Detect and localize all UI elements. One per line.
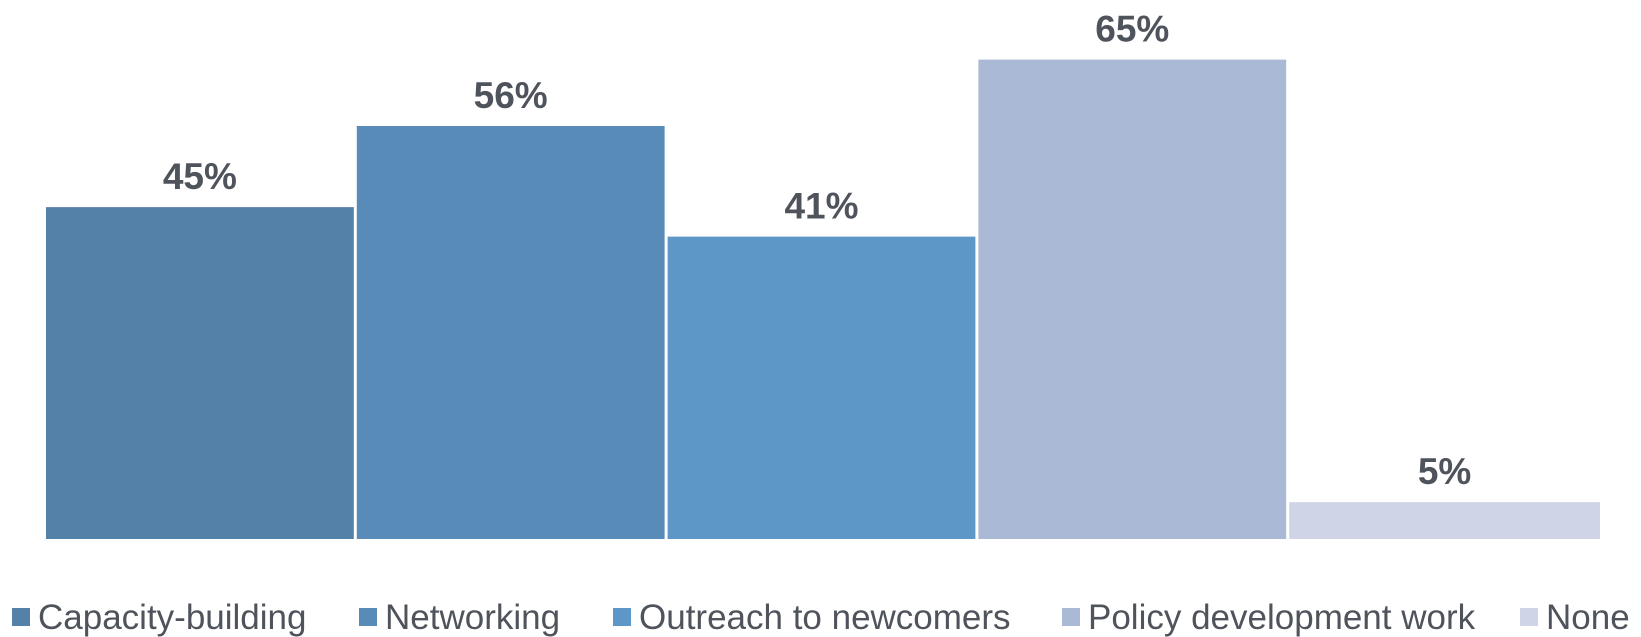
bar-3 <box>667 236 976 539</box>
legend-label-5: None <box>1546 598 1630 637</box>
data-label-3: 41% <box>784 186 858 227</box>
legend-swatch-4 <box>1062 608 1080 626</box>
legend-label-3: Outreach to newcomers <box>639 598 1011 637</box>
data-label-4: 65% <box>1095 9 1169 50</box>
legend: Capacity-building Networking Outreach to n… <box>12 598 1630 637</box>
data-labels-group: 45% 56% 41% 65% 5% <box>163 9 1471 493</box>
legend-label-1: Capacity-building <box>38 598 306 637</box>
data-label-5: 5% <box>1418 451 1471 492</box>
bar-2 <box>356 126 665 539</box>
bars-group <box>46 59 1600 539</box>
legend-label-4: Policy development work <box>1088 598 1476 637</box>
data-label-2: 56% <box>474 75 548 116</box>
bar-1 <box>46 207 354 539</box>
legend-swatch-1 <box>12 608 30 626</box>
legend-swatch-3 <box>613 608 631 626</box>
bar-4 <box>978 59 1287 539</box>
legend-swatch-2 <box>359 608 377 626</box>
bar-5 <box>1289 502 1600 539</box>
legend-label-2: Networking <box>385 598 560 637</box>
legend-swatch-5 <box>1520 608 1538 626</box>
data-label-1: 45% <box>163 156 237 197</box>
